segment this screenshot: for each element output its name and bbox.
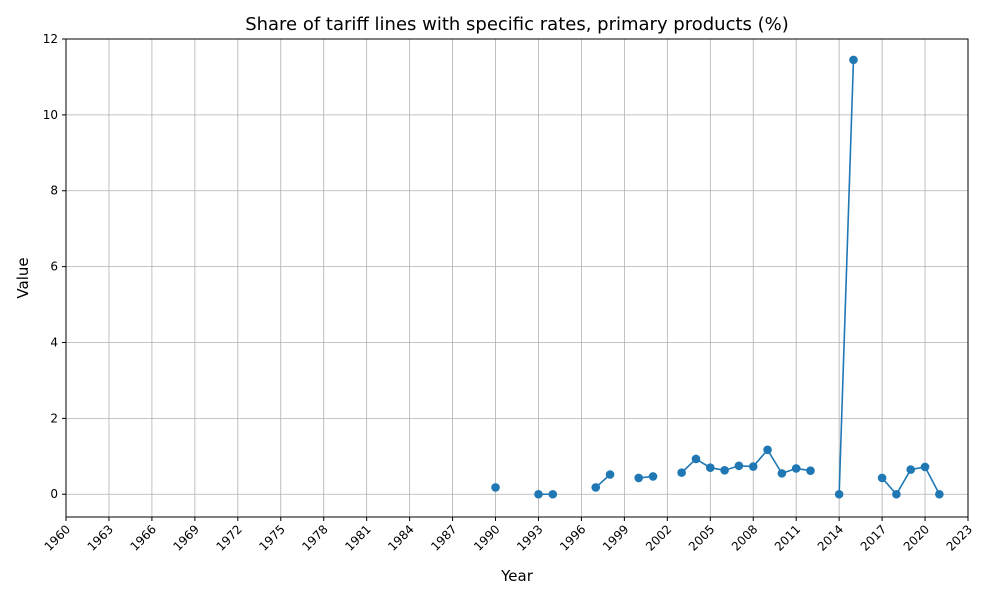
x-tick-label: 2017	[858, 522, 889, 553]
y-tick-label: 8	[50, 184, 58, 198]
data-point	[705, 463, 715, 472]
y-tick-label: 0	[50, 487, 58, 501]
data-point	[849, 55, 858, 65]
y-axis-ticks: 0 2 4 6 8 10 12	[43, 32, 66, 501]
x-tick-label: 2005	[686, 522, 717, 553]
data-point	[806, 466, 815, 476]
x-tick-label: 2008	[729, 522, 760, 553]
data-point	[734, 461, 744, 471]
data-point	[763, 445, 772, 455]
data-point	[748, 462, 758, 471]
y-tick-label: 10	[43, 108, 58, 122]
x-tick-label: 1960	[42, 522, 73, 553]
data-point	[877, 473, 887, 483]
x-tick-label: 2020	[901, 522, 932, 553]
data-point	[777, 469, 787, 478]
y-axis-label: Value	[14, 257, 32, 298]
x-tick-label: 2014	[815, 522, 846, 553]
x-tick-label: 1978	[299, 522, 330, 553]
x-tick-label: 1981	[342, 522, 373, 553]
data-point	[791, 464, 801, 473]
grid	[65, 38, 969, 517]
data-point	[605, 470, 615, 479]
data-point	[677, 468, 686, 477]
x-tick-label: 2011	[772, 522, 803, 553]
x-axis-label: Year	[500, 567, 534, 585]
series-group	[491, 55, 944, 499]
x-tick-label: 1999	[600, 522, 631, 553]
y-tick-label: 2	[50, 411, 58, 425]
x-tick-label: 1963	[85, 522, 116, 553]
data-point	[534, 489, 543, 499]
data-point	[935, 489, 944, 499]
x-axis-ticks: 1960 1963 1966 1969 1972 1975 1978 1981 1984 1987…	[42, 517, 975, 554]
data-point	[491, 483, 500, 492]
x-tick-label: 1993	[514, 522, 545, 553]
data-point	[920, 462, 930, 472]
x-tick-label: 1972	[213, 522, 244, 553]
x-tick-label: 2002	[643, 522, 674, 553]
chart-title: Share of tariff lines with specific rate…	[245, 14, 789, 35]
data-point	[892, 489, 901, 499]
data-point	[906, 465, 916, 474]
data-point	[834, 489, 844, 499]
data-point	[691, 454, 701, 464]
data-point	[591, 483, 601, 492]
x-tick-label: 1990	[471, 522, 502, 553]
x-tick-label: 2023	[944, 522, 975, 553]
plot-frame	[65, 38, 969, 518]
x-tick-label: 1996	[557, 522, 588, 553]
data-point	[720, 466, 729, 475]
data-point	[648, 472, 658, 481]
data-point	[634, 473, 643, 483]
series-line	[538, 59, 941, 496]
y-tick-label: 6	[50, 260, 58, 274]
x-tick-label: 1984	[385, 522, 416, 553]
x-tick-label: 1966	[128, 522, 159, 553]
x-tick-label: 1975	[256, 522, 287, 553]
x-tick-label: 1987	[428, 522, 459, 553]
y-tick-label: 4	[50, 335, 58, 349]
x-tick-label: 1969	[170, 522, 201, 553]
data-point	[548, 489, 558, 499]
y-tick-label: 12	[43, 32, 58, 46]
